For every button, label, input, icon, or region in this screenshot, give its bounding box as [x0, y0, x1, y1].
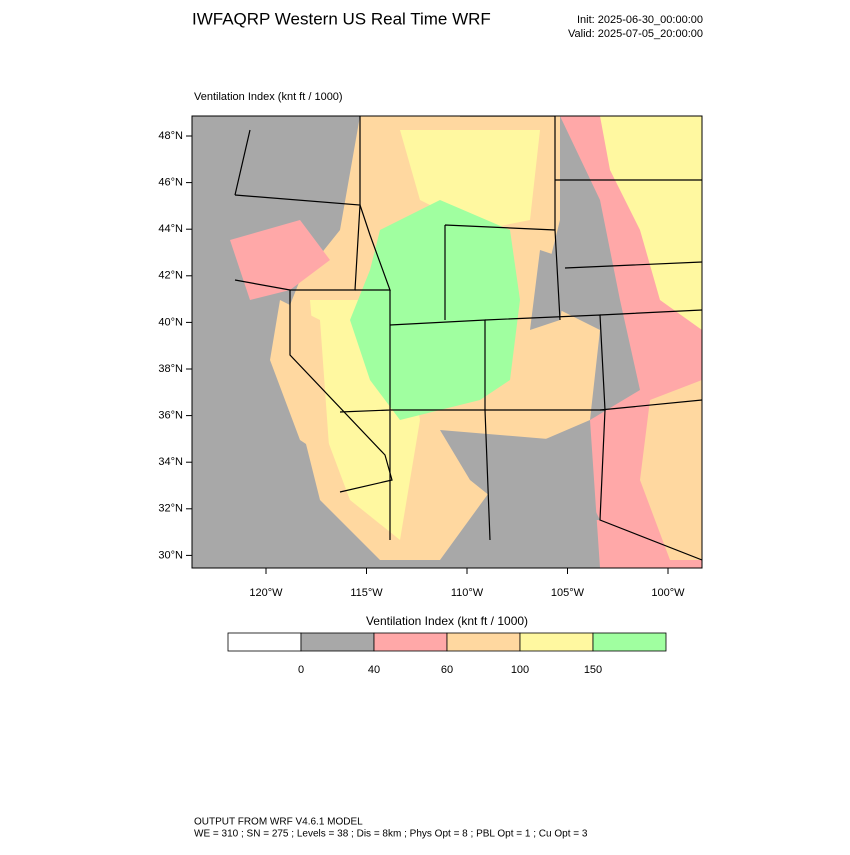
- colorbar-box: [300, 632, 375, 652]
- valid-time: Valid: 2025-07-05_20:00:00: [568, 28, 703, 40]
- lon-labels: 120°W 115°W 110°W 105°W 100°W: [249, 568, 685, 599]
- init-time: Init: 2025-06-30_00:00:00: [577, 14, 703, 26]
- lat-label: 46°N: [158, 177, 183, 189]
- field-area: [230, 220, 330, 300]
- lat-labels: 48°N 46°N 44°N 42°N 40°N 38°N 36°N 34°N 32°N 30°N: [158, 130, 192, 561]
- lat-label: 32°N: [158, 503, 183, 515]
- lon-label: 120°W: [249, 587, 283, 599]
- field-area: [600, 116, 702, 330]
- field-area: [350, 200, 520, 420]
- lat-label: 38°N: [158, 363, 183, 375]
- field-area: [440, 430, 600, 520]
- lon-label: 105°W: [551, 587, 585, 599]
- field-area: [640, 380, 702, 560]
- lon-label: 115°W: [350, 587, 383, 599]
- lon-label: 110°W: [451, 587, 484, 599]
- colorbar-label: 60: [441, 664, 453, 676]
- lat-label: 48°N: [158, 130, 183, 142]
- lat-label: 44°N: [158, 223, 183, 235]
- colorbar: 0 40 60 100 150: [227, 632, 667, 676]
- field-area: [270, 300, 330, 460]
- colorbar-label: 100: [511, 664, 529, 676]
- colorbar-box: [373, 632, 448, 652]
- colorbar-label: 40: [368, 664, 380, 676]
- lat-label: 36°N: [158, 410, 183, 422]
- map: 48°N 46°N 44°N 42°N 40°N 38°N 36°N 34°N 32°N 30°N…: [158, 115, 703, 599]
- colorbar-label: 150: [584, 664, 602, 676]
- footer-line: WE = 310 ; SN = 275 ; Levels = 38 ; Dis …: [194, 829, 588, 840]
- map-frame: [191, 115, 703, 569]
- colorbar-title: Ventilation Index (knt ft / 1000): [366, 614, 528, 628]
- footer-line: OUTPUT FROM WRF V4.6.1 MODEL: [194, 817, 363, 828]
- colorbar-label: 0: [298, 664, 304, 676]
- colorbar-box: [227, 632, 302, 652]
- plot-label: Ventilation Index (knt ft / 1000): [194, 91, 343, 103]
- lat-label: 42°N: [158, 270, 183, 282]
- lat-label: 30°N: [158, 549, 183, 561]
- title: IWFAQRP Western US Real Time WRF: [192, 9, 491, 28]
- colorbar-box: [519, 632, 594, 652]
- lat-label: 34°N: [158, 456, 183, 468]
- colorbar-box: [592, 632, 667, 652]
- state-borders: [234, 116, 702, 561]
- lon-label: 100°W: [651, 587, 685, 599]
- colorbar-box: [446, 632, 521, 652]
- lat-label: 40°N: [158, 316, 183, 328]
